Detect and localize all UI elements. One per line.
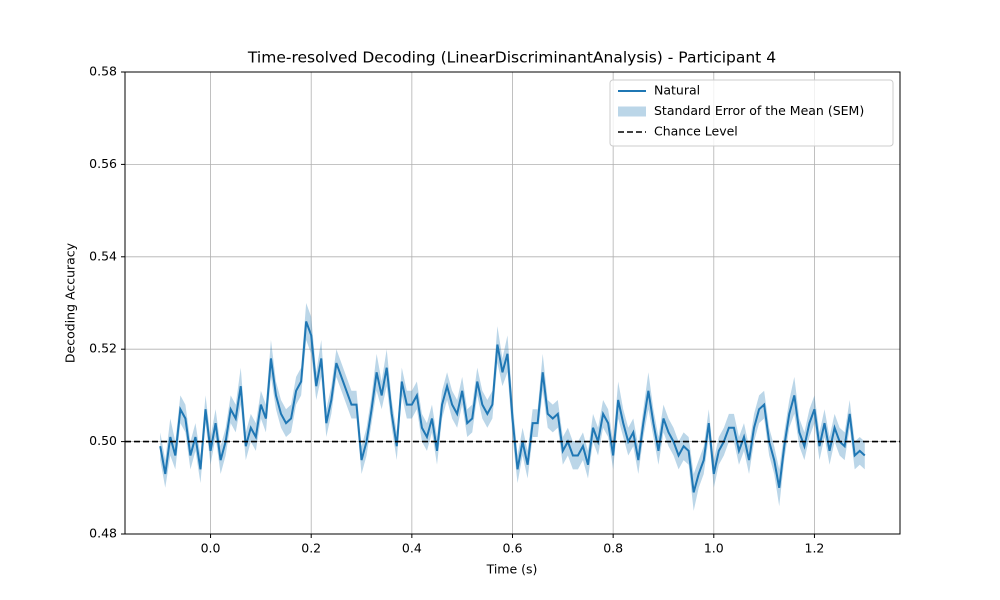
- y-tick-label: 0.48: [89, 526, 117, 541]
- chart-title: Time-resolved Decoding (LinearDiscrimina…: [247, 49, 776, 67]
- legend-label: Chance Level: [654, 124, 738, 139]
- x-tick-label: 0.6: [503, 541, 523, 556]
- x-tick-label: 0.2: [301, 541, 321, 556]
- y-tick-label: 0.52: [89, 341, 117, 356]
- axes-frame: [124, 71, 901, 535]
- y-tick-label: 0.56: [89, 156, 117, 171]
- y-axis-label: Decoding Accuracy: [63, 242, 78, 363]
- x-tick-label: 1.0: [704, 541, 724, 556]
- x-axis-label: Time (s): [486, 562, 538, 577]
- x-tick-label: 0.0: [201, 541, 221, 556]
- legend-label: Standard Error of the Mean (SEM): [654, 103, 864, 118]
- legend-box: [609, 79, 894, 147]
- legend-label: Natural: [654, 83, 700, 98]
- x-tick-label: 1.2: [805, 541, 825, 556]
- x-tick-label: 0.8: [603, 541, 623, 556]
- legend-swatch: [618, 106, 646, 117]
- y-tick-label: 0.54: [89, 248, 117, 263]
- y-tick-label: 0.50: [89, 433, 117, 448]
- y-tick-label: 0.58: [89, 64, 117, 79]
- x-tick-label: 0.4: [402, 541, 422, 556]
- data-line: [159, 321, 866, 493]
